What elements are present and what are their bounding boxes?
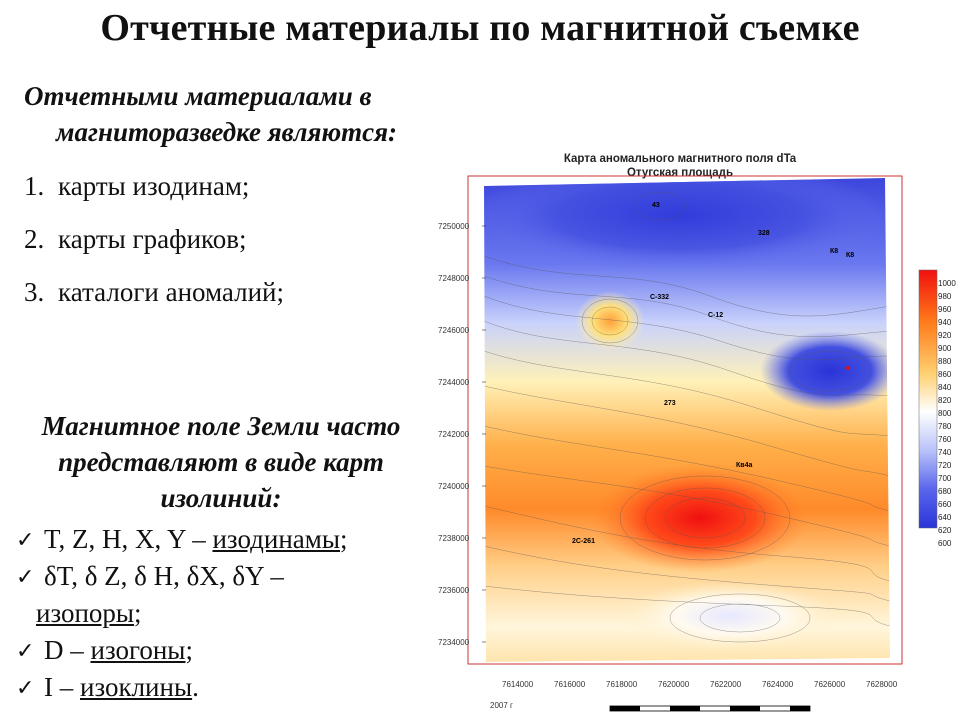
map-point-label: Кв4а: [736, 462, 753, 469]
colorbar-label: 600: [938, 539, 952, 548]
check-row: ✓ δT, δ Z, δ H, δX, δY –: [14, 558, 444, 595]
check-row-text: δT, δ Z, δ H, δX, δY –: [44, 561, 284, 591]
checkmark-icon: ✓: [16, 675, 35, 700]
check-row-text: T, Z, H, X, Y –: [44, 524, 213, 554]
scale-bar: [609, 705, 811, 712]
map-graphic: [467, 175, 938, 712]
intro-text: Отчетными материалами в магниторазведке …: [24, 78, 464, 150]
colorbar-label: 880: [938, 357, 952, 366]
earth-field-heading: Магнитное поле Земли часто представляют …: [41, 411, 401, 513]
checkmark-icon: ✓: [16, 527, 35, 552]
check-row-term: изодинамы: [212, 524, 341, 554]
x-tick-label: 7618000: [606, 680, 638, 689]
colorbar-label: 960: [938, 305, 952, 314]
intro-line-2: магниторазведке являются:: [56, 117, 398, 147]
materials-list: 1. карты изодинам; 2. карты графиков; 3. ка…: [24, 168, 284, 327]
list-number: 1.: [24, 171, 45, 201]
list-item-text: каталоги аномалий;: [58, 277, 285, 307]
colorbar-label: 640: [938, 513, 952, 522]
y-tick-label: 7238000: [438, 534, 470, 543]
colorbar-label: 700: [938, 474, 952, 483]
map-frame: [467, 175, 903, 665]
x-tick-label: 7624000: [762, 680, 794, 689]
y-tick-label: 7244000: [438, 378, 470, 387]
colorbar-label: 620: [938, 526, 952, 535]
check-row-end: ;: [340, 524, 348, 554]
colorbar-label: 980: [938, 292, 952, 301]
colorbar-label: 800: [938, 409, 952, 418]
colorbar-label: 740: [938, 448, 952, 457]
isoline-types-list: ✓ T, Z, H, X, Y – изодинамы; ✓ δT, δ Z, …: [14, 521, 444, 706]
colorbar-label: 720: [938, 461, 952, 470]
x-tick-label: 7620000: [658, 680, 690, 689]
colorbar-label: 680: [938, 487, 952, 496]
map-point-label: 328: [758, 230, 770, 237]
colorbar-label: 920: [938, 331, 952, 340]
map-point-label: 273: [664, 400, 676, 407]
x-tick-label: 7614000: [502, 680, 534, 689]
check-row-continuation: изопоры;: [14, 595, 444, 632]
colorbar-label: 940: [938, 318, 952, 327]
check-row: ✓ T, Z, H, X, Y – изодинамы;: [14, 521, 444, 558]
list-item: 3. каталоги аномалий;: [24, 274, 284, 327]
colorbar: [918, 269, 938, 529]
list-item: 2. карты графиков;: [24, 221, 284, 274]
map-year: 2007 г: [490, 701, 513, 710]
check-row-term: изоклины: [80, 672, 193, 702]
colorbar-label: 860: [938, 370, 952, 379]
check-row-end: ;: [134, 598, 142, 628]
magnetic-anomaly-map: Карта аномального магнитного поля dTa От…: [430, 146, 960, 720]
map-point-label: К8: [830, 248, 839, 255]
map-point-label: 2С-261: [572, 538, 595, 545]
y-tick-label: 7248000: [438, 274, 470, 283]
y-tick-label: 7236000: [438, 586, 470, 595]
map-title-line-1: Карта аномального магнитного поля dTa: [563, 153, 797, 165]
x-tick-label: 7626000: [814, 680, 846, 689]
check-row-term: изопоры: [36, 598, 135, 628]
colorbar-label: 760: [938, 435, 952, 444]
map-point-label: С-12: [708, 312, 724, 319]
check-row-text: D –: [44, 635, 91, 665]
colorbar-label: 820: [938, 396, 952, 405]
list-item-text: карты графиков;: [58, 224, 247, 254]
list-item-text: карты изодинам;: [58, 171, 250, 201]
check-row-end: ;: [185, 635, 193, 665]
checkmark-icon: ✓: [16, 564, 35, 589]
map-point-label: К8: [846, 252, 855, 259]
slide-title: Отчетные материалы по магнитной съемке: [100, 7, 860, 49]
y-tick-label: 7246000: [438, 326, 470, 335]
check-row-end: .: [192, 672, 199, 702]
y-tick-label: 7234000: [438, 638, 470, 647]
x-tick-label: 7622000: [710, 680, 742, 689]
list-number: 3.: [24, 277, 45, 307]
colorbar-label: 1000: [938, 279, 956, 288]
colorbar-label: 900: [938, 344, 952, 353]
x-tick-label: 7616000: [554, 680, 586, 689]
check-row: ✓ I – изоклины.: [14, 669, 444, 706]
colorbar-label: 840: [938, 383, 952, 392]
checkmark-icon: ✓: [16, 638, 35, 663]
y-tick-label: 7250000: [438, 222, 470, 231]
check-row: ✓ D – изогоны;: [14, 632, 444, 669]
check-row-text: I –: [44, 672, 80, 702]
check-row-term: изогоны: [90, 635, 186, 665]
list-item: 1. карты изодинам;: [24, 168, 284, 221]
colorbar-label: 780: [938, 422, 952, 431]
map-point-label: С-332: [650, 294, 670, 301]
intro-line-1: Отчетными материалами в: [24, 81, 372, 111]
x-tick-label: 7628000: [866, 680, 898, 689]
map-point-label: 43: [652, 202, 660, 209]
list-number: 2.: [24, 224, 45, 254]
y-tick-label: 7240000: [438, 482, 470, 491]
colorbar-label: 660: [938, 500, 952, 509]
y-tick-label: 7242000: [438, 430, 470, 439]
